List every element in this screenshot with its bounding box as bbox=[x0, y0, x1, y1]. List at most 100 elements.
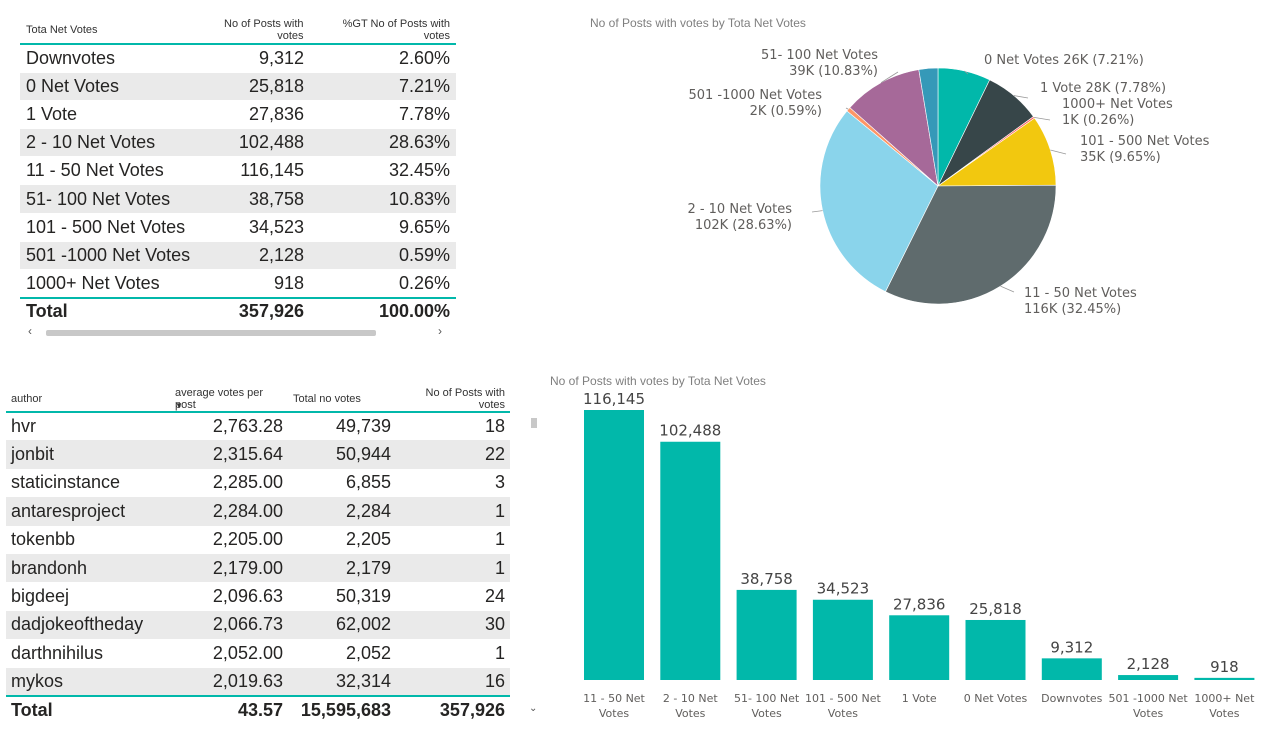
column-header[interactable]: Total no votes bbox=[288, 386, 396, 413]
row-value: 27,836 bbox=[200, 100, 310, 130]
table-row[interactable]: darthnihilus 2,052.00 2,052 1 bbox=[6, 639, 510, 667]
table-row[interactable]: 0 Net Votes 25,818 7.21% bbox=[20, 72, 456, 101]
x-tick-label: 1 Vote bbox=[902, 692, 937, 705]
table-row[interactable]: 51- 100 Net Votes 38,758 10.83% bbox=[20, 184, 456, 214]
pie-leader-line bbox=[845, 107, 849, 110]
row-value: 2,284.00 bbox=[170, 497, 288, 526]
table-row[interactable]: jonbit 2,315.64 50,944 22 bbox=[6, 440, 510, 469]
row-value: 22 bbox=[396, 440, 510, 469]
pie-chart-title: No of Posts with votes by Tota Net Votes bbox=[590, 16, 806, 30]
pie-slice-name: 501 -1000 Net Votes bbox=[688, 88, 822, 103]
pie-slice[interactable] bbox=[885, 184, 1057, 305]
table-header-row: author average votes per post ▼ Total no vo… bbox=[6, 386, 510, 413]
x-tick-label-line: Votes bbox=[828, 707, 858, 720]
row-value: 2,052.00 bbox=[212, 642, 283, 663]
row-value: 2,205 bbox=[345, 529, 391, 550]
bar-value-label: 25,818 bbox=[969, 600, 1022, 618]
x-tick-label-line: 1000+ Net bbox=[1194, 692, 1255, 705]
row-value: 2,052 bbox=[345, 642, 391, 663]
pie-slice-label: 101 - 500 Net Votes 35K (9.65%) bbox=[1080, 134, 1210, 165]
row-value: 102,488 bbox=[200, 128, 310, 158]
pie-leader-line bbox=[1000, 285, 1015, 293]
table-row[interactable]: 1000+ Net Votes 918 0.26% bbox=[20, 269, 456, 299]
row-label: 0 Net Votes bbox=[20, 72, 200, 101]
table-row[interactable]: antaresproject 2,284.00 2,284 1 bbox=[6, 497, 510, 526]
bar[interactable] bbox=[965, 619, 1026, 680]
column-header-label: Total no votes bbox=[293, 392, 361, 405]
author-name: antaresproject bbox=[6, 497, 170, 526]
table-row[interactable]: tokenbb 2,205.00 2,205 1 bbox=[6, 526, 510, 554]
pie-slice[interactable] bbox=[819, 110, 939, 293]
pie-slice-value: 102K (28.63%) bbox=[695, 218, 792, 233]
column-header-label: author bbox=[11, 392, 43, 405]
pie-slice-value: 39K (10.83%) bbox=[789, 64, 878, 79]
table-row[interactable]: 101 - 500 Net Votes 34,523 9.65% bbox=[20, 213, 456, 242]
row-value: 1 bbox=[396, 497, 510, 526]
x-tick-label: 0 Net Votes bbox=[964, 692, 1028, 705]
pie-leader-line bbox=[880, 71, 899, 83]
table-row[interactable]: dadjokeoftheday 2,066.73 62,002 30 bbox=[6, 610, 510, 640]
bar[interactable] bbox=[1041, 658, 1102, 680]
horizontal-scrollbar[interactable]: ‹ › bbox=[20, 324, 456, 339]
sort-descending-icon[interactable]: ▼ bbox=[175, 401, 183, 410]
bar-value-label: 38,758 bbox=[740, 570, 793, 588]
total-value: 43.57 bbox=[170, 694, 288, 724]
scroll-right-icon[interactable]: › bbox=[438, 324, 442, 339]
pie-slice[interactable] bbox=[918, 67, 939, 187]
pie-slice-name: 101 - 500 Net Votes bbox=[1080, 134, 1210, 149]
row-value: 116,145 bbox=[200, 156, 310, 186]
bar[interactable] bbox=[660, 441, 721, 680]
row-value: 1 bbox=[494, 529, 505, 550]
row-value: 2,315.64 bbox=[170, 440, 288, 469]
scrollbar-thumb[interactable] bbox=[46, 330, 376, 337]
column-header[interactable]: No of Posts with votes bbox=[396, 386, 510, 413]
x-tick-label-line: 1 Vote bbox=[902, 692, 937, 705]
x-tick-label-line: Votes bbox=[675, 707, 705, 720]
pie-slice-value: 35K (9.65%) bbox=[1080, 150, 1161, 165]
column-header[interactable]: average votes per post ▼ bbox=[170, 386, 288, 413]
table-row[interactable]: staticinstance 2,285.00 6,855 3 bbox=[6, 469, 510, 497]
bar-value-label: 27,836 bbox=[893, 595, 946, 613]
row-value: 24 bbox=[484, 586, 505, 607]
bar[interactable] bbox=[584, 410, 644, 680]
x-tick-label: 51- 100 Net Votes bbox=[734, 692, 800, 720]
table-row[interactable]: 501 -1000 Net Votes 2,128 0.59% bbox=[20, 241, 456, 271]
author-name: hvr bbox=[11, 416, 37, 437]
bar[interactable] bbox=[1194, 677, 1255, 680]
table-row[interactable]: 1 Vote 27,836 7.78% bbox=[20, 100, 456, 130]
table-header-row: Tota Net Votes No of Posts with votes %GT … bbox=[20, 16, 456, 45]
table-row[interactable]: hvr 2,763.28 49,739 18 bbox=[6, 412, 510, 440]
table-row[interactable]: mykos 2,019.63 32,314 16 bbox=[6, 667, 510, 696]
table-row[interactable]: bigdeej 2,096.63 50,319 24 bbox=[6, 582, 510, 610]
table-row[interactable]: 11 - 50 Net Votes 116,145 32.45% bbox=[20, 156, 456, 186]
bar[interactable] bbox=[736, 589, 797, 680]
bar[interactable] bbox=[812, 599, 873, 680]
bar-value-label: 2,128 bbox=[1127, 655, 1170, 673]
x-tick-label-line: 0 Net Votes bbox=[964, 692, 1028, 705]
column-header[interactable]: author bbox=[6, 386, 170, 413]
row-value: 34,523 bbox=[200, 213, 310, 242]
pie-slice-value: 1K (0.26%) bbox=[1062, 113, 1134, 128]
author-name: jonbit bbox=[6, 440, 170, 469]
pie-slice-label: 501 -1000 Net Votes 2K (0.59%) bbox=[688, 88, 822, 119]
bar[interactable] bbox=[889, 615, 950, 680]
vertical-scrollbar[interactable]: ⌄ bbox=[529, 412, 539, 714]
bar-chart[interactable]: 116,145 11 - 50 Net Votes 102,488 2 - 10 Net… bbox=[550, 392, 1270, 726]
bar-chart-title: No of Posts with votes by Tota Net Votes bbox=[550, 374, 766, 388]
pie-leader-line bbox=[1013, 95, 1029, 99]
column-header: %GT No of Posts with votes bbox=[309, 16, 456, 45]
table-row[interactable]: brandonh 2,179.00 2,179 1 bbox=[6, 553, 510, 583]
table-row[interactable]: 2 - 10 Net Votes 102,488 28.63% bbox=[20, 128, 456, 158]
scroll-left-icon[interactable]: ‹ bbox=[28, 324, 32, 339]
scrollbar-thumb[interactable] bbox=[531, 418, 537, 428]
table-row[interactable]: Downvotes 9,312 2.60% bbox=[20, 44, 456, 73]
total-label: Total bbox=[20, 296, 200, 327]
pie-slice-name: 1000+ Net Votes bbox=[1062, 97, 1173, 112]
bar[interactable] bbox=[1118, 675, 1179, 680]
total-label: Total bbox=[6, 694, 170, 724]
row-value: 32,314 bbox=[288, 667, 396, 696]
row-value: 50,944 bbox=[288, 440, 396, 469]
scroll-down-icon[interactable]: ⌄ bbox=[529, 703, 538, 714]
pie-chart[interactable]: 0 Net Votes 26K (7.21%) 1 Vote 28K (7.78%… bbox=[580, 34, 1270, 334]
pie-slice[interactable] bbox=[849, 69, 939, 187]
